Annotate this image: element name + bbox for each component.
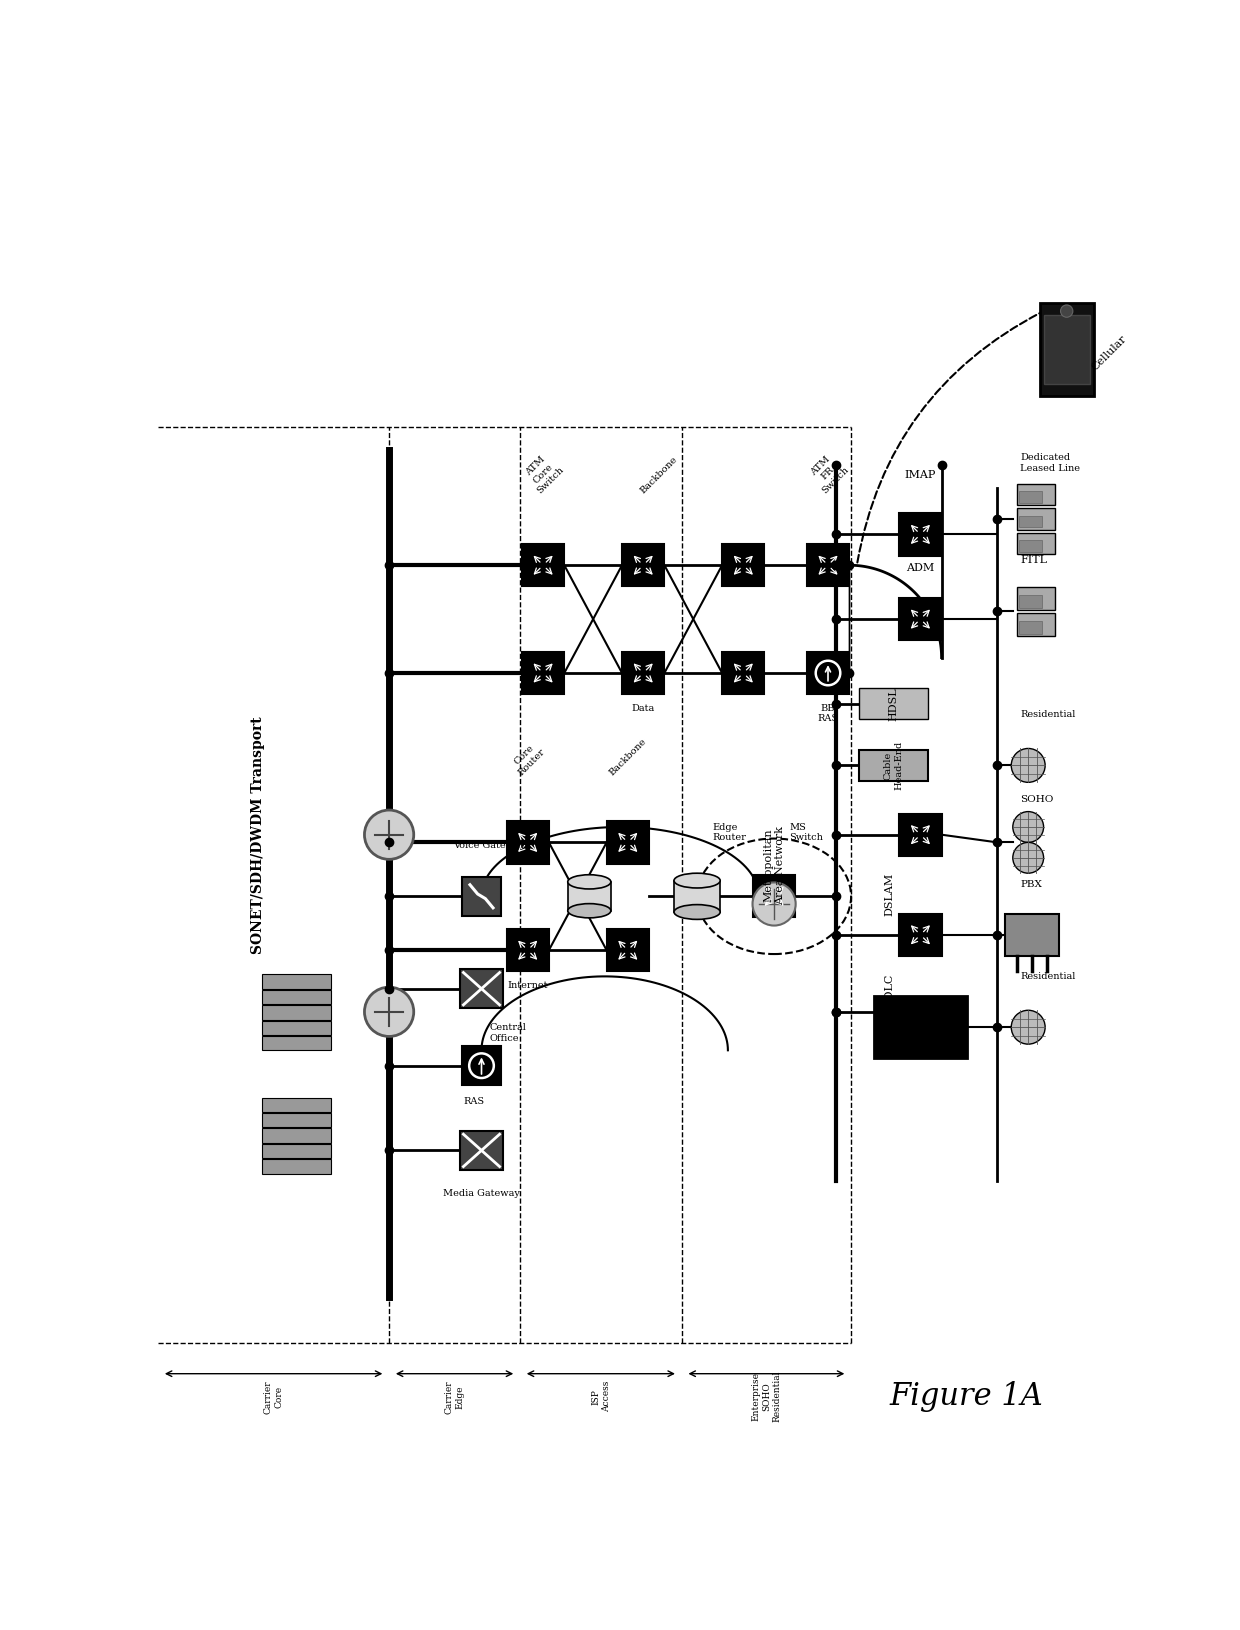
Circle shape [1013,812,1044,843]
Text: Figure 1A: Figure 1A [890,1381,1044,1412]
Bar [262,1159,331,1174]
Text: SOHO: SOHO [1021,795,1054,804]
Bar [606,929,649,971]
Bar [1017,533,1055,554]
Circle shape [1013,843,1044,874]
Text: Cable
Head-End: Cable Head-End [884,740,903,791]
Text: Core
Router: Core Router [508,740,547,778]
Bar [262,1037,331,1050]
Bar [622,652,665,694]
Circle shape [753,882,796,926]
Text: Residential: Residential [1021,971,1076,981]
Bar [262,989,331,1004]
Bar [606,822,649,864]
Bar [899,813,941,856]
Bar [722,544,765,587]
Text: PBX: PBX [1021,880,1043,888]
Bar [463,1046,501,1086]
Text: Internet: Internet [507,981,548,989]
Bar [1017,509,1055,530]
Text: ISP
Access: ISP Access [591,1381,610,1413]
Text: NGDLC: NGDLC [884,973,894,1017]
Text: BB
RAS: BB RAS [817,704,838,724]
Ellipse shape [675,874,720,888]
Bar [262,1020,331,1035]
Text: ATM
FR
Switch: ATM FR Switch [806,452,851,496]
Bar [262,1097,331,1112]
Bar [262,1006,331,1019]
Circle shape [365,988,414,1037]
Bar [1017,484,1055,505]
Text: Backbone: Backbone [639,455,680,496]
Bar [506,822,549,864]
Bar [1019,515,1042,528]
Text: ADM: ADM [906,562,935,572]
Bar [753,875,795,918]
Text: Data: Data [631,704,655,712]
Text: Carrier
Edge: Carrier Edge [445,1381,464,1413]
Text: DLC: DLC [906,1020,935,1033]
Circle shape [1060,305,1073,318]
Bar [522,544,564,587]
Text: Enterprise
SOHO
Residential: Enterprise SOHO Residential [751,1371,781,1423]
Bar [262,1128,331,1143]
Text: Media Gateway: Media Gateway [443,1188,520,1198]
Text: Backbone: Backbone [608,737,649,778]
Text: SONET/SDH/DWDM Transport: SONET/SDH/DWDM Transport [252,716,265,954]
Bar [899,598,941,641]
Text: ATM
Core
Switch: ATM Core Switch [521,452,565,496]
Text: RAS: RAS [464,1097,485,1105]
Text: Cellular: Cellular [1090,334,1128,373]
Bar [722,652,765,694]
Bar [460,1131,502,1170]
Bar [568,882,611,911]
Text: HDSL: HDSL [888,686,899,720]
Text: Carrier
Core: Carrier Core [264,1381,283,1413]
Bar [1017,587,1055,610]
Text: Edge
Router: Edge Router [713,823,746,843]
Bar [622,544,665,587]
Circle shape [1012,1011,1045,1045]
Bar [1006,914,1059,955]
Bar [859,750,928,781]
Bar [1019,491,1042,502]
Bar [262,1113,331,1128]
Text: MS
Switch: MS Switch [790,823,823,843]
Bar [1044,315,1090,385]
Bar [807,652,849,694]
Ellipse shape [568,875,611,888]
Bar [675,880,720,913]
Text: Dedicated
Leased Line: Dedicated Leased Line [1021,453,1080,473]
Bar [460,970,502,1007]
Bar [1017,613,1055,636]
Bar [859,688,928,719]
Bar [522,652,564,694]
Bar [1019,621,1042,634]
Bar [1019,595,1042,608]
Bar [506,929,549,971]
Text: Voice Gateway: Voice Gateway [453,841,526,851]
Bar [262,1144,331,1157]
Text: DSLAM: DSLAM [884,874,894,916]
Bar [463,877,501,916]
Text: FITL: FITL [1021,556,1048,566]
Bar [1040,303,1094,396]
Ellipse shape [675,905,720,919]
Text: Residential: Residential [1021,711,1076,719]
Text: Central
Office: Central Office [490,1024,526,1043]
Bar [899,914,941,955]
Bar [1019,540,1042,553]
Circle shape [1012,748,1045,782]
Bar [807,544,849,587]
Ellipse shape [568,903,611,918]
Text: IMAP: IMAP [905,471,936,481]
Bar [874,996,967,1058]
Text: Metropolitan
Area Network: Metropolitan Area Network [764,826,785,905]
Bar [899,513,941,556]
Circle shape [365,810,414,859]
Bar [262,975,331,989]
